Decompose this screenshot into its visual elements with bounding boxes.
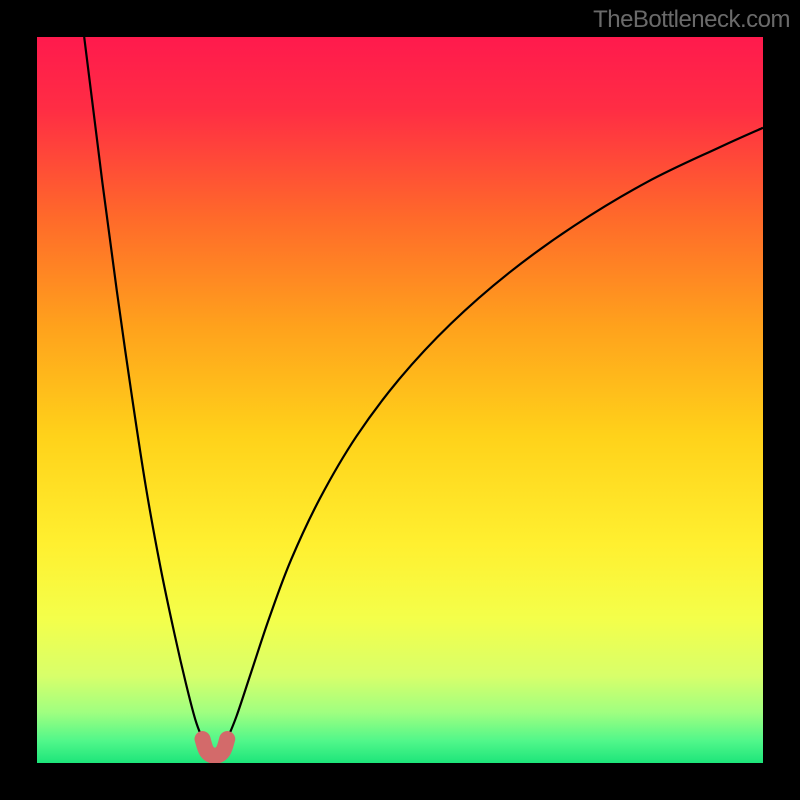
watermark-text: TheBottleneck.com: [593, 6, 790, 34]
chart-container: TheBottleneck.com: [0, 0, 800, 800]
bottleneck-chart: [37, 37, 763, 763]
gradient-background: [37, 37, 763, 763]
